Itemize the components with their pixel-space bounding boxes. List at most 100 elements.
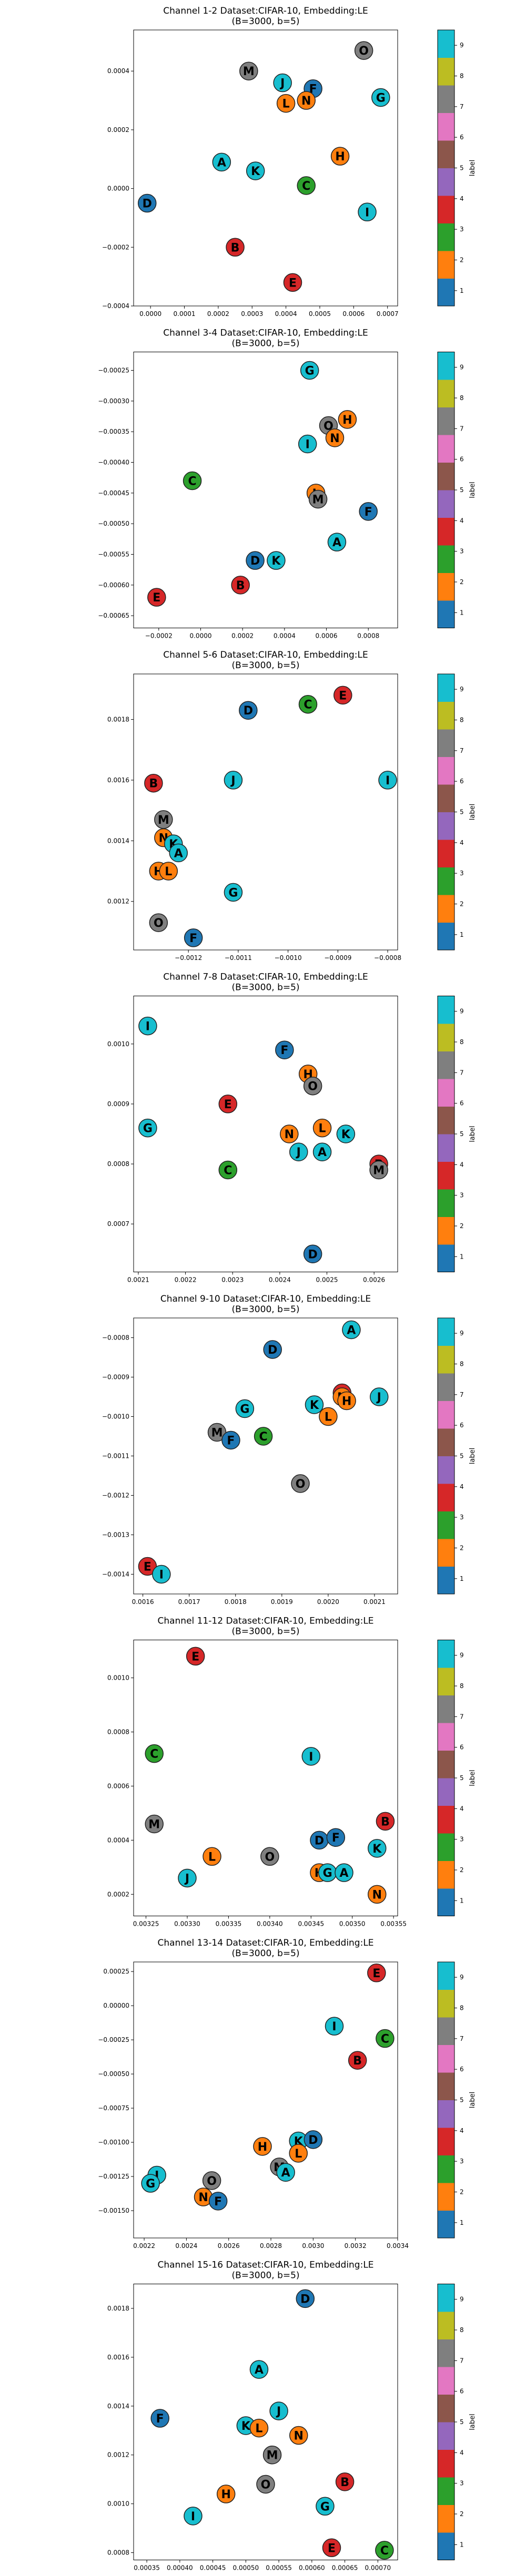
data-point xyxy=(152,1565,171,1584)
panel-7: Channel 13-14 Dataset:CIFAR-10, Embeddin… xyxy=(98,1938,477,2250)
x-tick-label: 0.0003 xyxy=(241,310,263,318)
y-tick-label: −0.0011 xyxy=(102,1453,129,1460)
x-tick-label: 0.00060 xyxy=(299,2564,325,2572)
colorbar-segment xyxy=(438,701,454,730)
colorbar-segment xyxy=(438,435,454,463)
colorbar-tick-label: 2 xyxy=(460,901,464,908)
point-label: N xyxy=(294,2430,304,2443)
data-point xyxy=(368,1839,387,1858)
data-point xyxy=(312,1142,332,1161)
colorbar-tick-label: 5 xyxy=(460,165,464,172)
colorbar-tick-label: 3 xyxy=(460,2158,464,2165)
colorbar-segment xyxy=(438,840,454,867)
x-tick-label: 0.0034 xyxy=(387,2242,409,2250)
x-tick-label: 0.0028 xyxy=(260,2242,282,2250)
data-point xyxy=(145,1814,164,1834)
data-point xyxy=(370,1387,389,1406)
point-label: D xyxy=(250,555,260,568)
point-label: M xyxy=(267,2449,278,2462)
colorbar-segment xyxy=(438,1888,454,1916)
x-tick-label: 0.00045 xyxy=(200,2564,226,2572)
colorbar-tick-label: 7 xyxy=(460,2357,464,2364)
data-point xyxy=(336,1125,356,1143)
y-tick-label: −0.0008 xyxy=(102,1334,129,1342)
colorbar-segment xyxy=(438,85,454,113)
data-point xyxy=(178,1868,197,1888)
point-label: D xyxy=(143,198,152,211)
colorbar-tick-label: 6 xyxy=(460,1100,464,1107)
y-tick-label: 0.00025 xyxy=(103,1968,129,1975)
colorbar-tick-label: 5 xyxy=(460,809,464,816)
chart-subtitle: (B=3000, b=5) xyxy=(231,660,299,671)
colorbar-tick-label: 9 xyxy=(460,1974,464,1981)
data-point xyxy=(224,771,243,790)
colorbar-segment xyxy=(438,784,454,812)
colorbar-segment xyxy=(438,1244,454,1272)
colorbar-segment xyxy=(438,2155,454,2183)
y-tick-label: −0.00025 xyxy=(98,2036,129,2043)
colorbar-tick-label: 6 xyxy=(460,2388,464,2395)
colorbar-tick-label: 8 xyxy=(460,1038,464,1046)
point-label: C xyxy=(259,1430,268,1444)
x-tick-label: 0.0000 xyxy=(139,310,161,318)
point-label: D xyxy=(308,2134,318,2147)
point-label: L xyxy=(295,2148,302,2161)
y-tick-label: −0.00045 xyxy=(98,489,129,497)
y-tick-label: −0.00050 xyxy=(98,520,129,527)
colorbar-tick-label: 4 xyxy=(460,2449,464,2456)
colorbar-tick-label: 1 xyxy=(460,287,464,294)
colorbar-segment xyxy=(438,573,454,601)
y-tick-label: −0.00030 xyxy=(98,397,129,405)
point-label: D xyxy=(300,2293,310,2306)
point-label: G xyxy=(323,1867,332,1880)
point-label: F xyxy=(189,932,197,945)
colorbar-segment xyxy=(438,196,454,223)
data-point xyxy=(218,1160,238,1180)
point-label: L xyxy=(208,1851,216,1864)
data-point xyxy=(183,471,202,490)
x-tick-label: 0.0002 xyxy=(207,310,229,318)
colorbar-tick-label: 7 xyxy=(460,1069,464,1076)
point-label: I xyxy=(365,206,369,219)
colorbar-tick-label: 8 xyxy=(460,717,464,724)
y-tick-label: 0.0012 xyxy=(107,898,129,905)
chart-title: Channel 11-12 Dataset:CIFAR-10, Embeddin… xyxy=(157,1616,373,1627)
data-point xyxy=(221,1430,240,1450)
point-label: N xyxy=(301,95,311,108)
colorbar-label: label xyxy=(469,804,477,820)
plot-frame xyxy=(133,996,398,1272)
colorbar-segment xyxy=(438,1695,454,1723)
colorbar-tick-label: 2 xyxy=(460,2189,464,2196)
data-point xyxy=(273,73,292,93)
point-label: I xyxy=(159,1569,164,1582)
point-label: G xyxy=(320,2500,330,2513)
data-point xyxy=(226,238,245,257)
data-point xyxy=(342,1320,361,1340)
chart-subtitle: (B=3000, b=5) xyxy=(231,1948,299,1959)
colorbar-tick-label: 3 xyxy=(460,548,464,555)
point-label: E xyxy=(289,277,297,290)
data-point xyxy=(300,361,319,380)
colorbar-tick-label: 5 xyxy=(460,2418,464,2426)
colorbar-tick-label: 7 xyxy=(460,103,464,110)
x-tick-label: 0.00350 xyxy=(339,1920,366,1928)
plot-frame xyxy=(133,2284,398,2560)
point-label: A xyxy=(332,536,341,549)
colorbar-segment xyxy=(438,2284,454,2312)
y-tick-label: −0.00055 xyxy=(98,551,129,558)
data-point xyxy=(359,502,378,521)
data-point xyxy=(354,41,373,60)
colorbar-tick-label: 6 xyxy=(460,2066,464,2073)
chart-subtitle: (B=3000, b=5) xyxy=(231,1627,299,1637)
point-label: L xyxy=(319,1122,326,1136)
chart-subtitle: (B=3000, b=5) xyxy=(231,983,299,993)
colorbar-segment xyxy=(438,1161,454,1190)
colorbar-segment xyxy=(438,674,454,702)
colorbar-tick-label: 9 xyxy=(460,1008,464,1015)
colorbar-segment xyxy=(438,1401,454,1429)
point-label: L xyxy=(282,98,290,111)
colorbar-segment xyxy=(438,352,454,380)
x-tick-label: 0.00325 xyxy=(133,1920,159,1928)
data-point xyxy=(231,576,250,595)
